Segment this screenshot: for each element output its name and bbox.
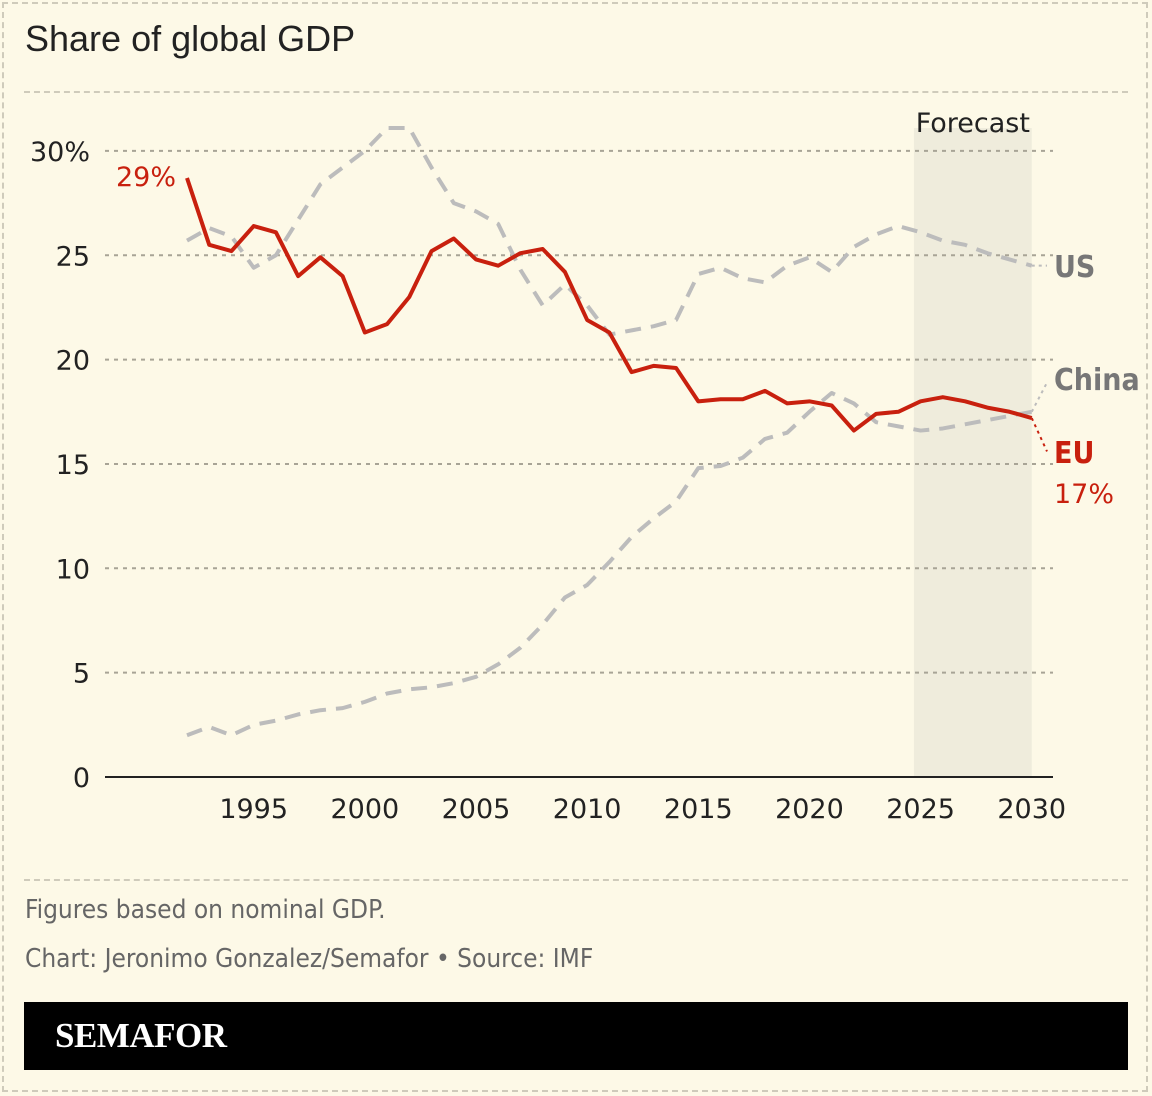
x-tick-label: 2005 — [442, 794, 511, 825]
x-tick-label: 2030 — [997, 794, 1066, 825]
series-label-us: US — [1054, 250, 1095, 285]
note-text: Figures based on nominal GDP. — [25, 895, 386, 925]
brand-bar: SEMAFOR — [24, 1002, 1128, 1070]
series-line-eu — [185, 177, 1033, 433]
footer-divider — [24, 879, 1128, 881]
x-tick-label: 2015 — [664, 794, 733, 825]
x-tick-label: 2025 — [886, 794, 955, 825]
series-label-connector — [1030, 417, 1048, 452]
forecast-band — [913, 128, 1032, 777]
y-tick-label: 0 — [73, 763, 90, 794]
forecast-label: Forecast — [916, 108, 1030, 139]
top-divider — [24, 91, 1128, 93]
y-tick-label: 25 — [56, 241, 90, 272]
end-value-annotation: 17% — [1054, 479, 1114, 510]
x-tick-label: 2000 — [330, 794, 399, 825]
series-label-eu: EU — [1054, 436, 1094, 471]
start-value-annotation: 29% — [116, 162, 176, 193]
x-tick-label: 2010 — [553, 794, 622, 825]
y-tick-label: 30% — [30, 137, 90, 168]
series-line-us — [186, 125, 1033, 337]
credit-text: Chart: Jeronimo Gonzalez/Semafor • Sourc… — [25, 944, 594, 974]
y-tick-label: 20 — [56, 346, 90, 377]
series-line-china — [186, 390, 1033, 738]
y-tick-label: 15 — [56, 450, 90, 481]
series-label-connector — [1030, 382, 1048, 413]
series-label-china: China — [1054, 363, 1140, 398]
x-tick-label: 2020 — [775, 794, 844, 825]
y-tick-label: 10 — [56, 554, 90, 585]
brand-logo: SEMAFOR — [55, 1016, 227, 1055]
x-tick-label: 1995 — [219, 794, 288, 825]
y-tick-label: 5 — [73, 659, 90, 690]
chart-title: Share of global GDP — [25, 18, 356, 59]
